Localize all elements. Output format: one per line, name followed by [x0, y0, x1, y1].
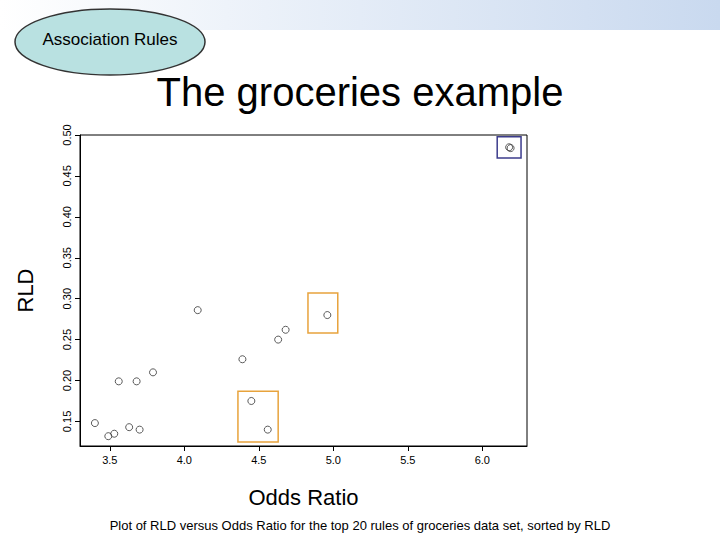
html-text:The groceries example: The groceries example [156, 70, 564, 114]
svg-text:0.25: 0.25 [61, 329, 73, 350]
svg-text:RLD: RLD [13, 268, 38, 312]
html-text:Association Rules: Association Rules [42, 30, 178, 49]
html-text:Plot of RLD versus Odds Ratio: Plot of RLD versus Odds Ratio for the to… [109, 518, 611, 533]
svg-text:0.30: 0.30 [61, 288, 73, 309]
svg-text:0.40: 0.40 [61, 206, 73, 227]
svg-text:6.0: 6.0 [475, 454, 490, 466]
svg-text:5.0: 5.0 [326, 454, 341, 466]
svg-text:3.5: 3.5 [102, 454, 117, 466]
svg-text:0.35: 0.35 [61, 247, 73, 268]
svg-text:4.5: 4.5 [251, 454, 266, 466]
svg-text:0.20: 0.20 [61, 370, 73, 391]
svg-text:0.15: 0.15 [61, 411, 73, 432]
svg-text:5.5: 5.5 [400, 454, 415, 466]
svg-text:0.45: 0.45 [61, 165, 73, 186]
svg-text:0.50: 0.50 [61, 124, 73, 145]
svg-text:Odds Ratio: Odds Ratio [248, 485, 358, 510]
svg-text:4.0: 4.0 [177, 454, 192, 466]
